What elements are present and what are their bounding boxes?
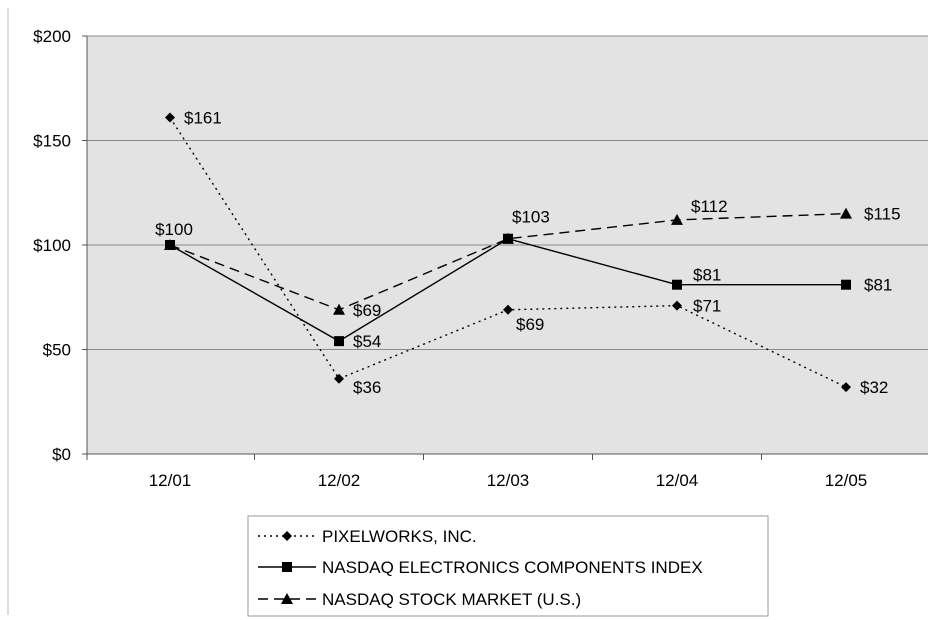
series-group — [164, 112, 852, 393]
data-label-s1-2: $103 — [512, 208, 550, 227]
legend-label-2: NASDAQ STOCK MARKET (U.S.) — [322, 590, 581, 609]
series-2-point-1 — [333, 303, 345, 315]
x-axis-ticks: 12/01 12/02 12/03 12/04 12/05 — [86, 454, 868, 490]
series-2-point-3 — [671, 213, 683, 225]
x-tick-label-0: 12/01 — [149, 471, 192, 490]
y-axis-ticks: $0 $50 $100 $150 $200 — [33, 27, 87, 464]
legend-marker-0 — [282, 531, 292, 541]
data-label-s1-3: $81 — [693, 266, 721, 285]
series-0-point-2 — [503, 304, 513, 315]
legend-marker-2 — [281, 593, 293, 604]
data-label-s1-4: $81 — [864, 276, 892, 295]
y-tick-label-2: $100 — [33, 236, 71, 255]
y-tick-label-1: $50 — [43, 341, 71, 360]
x-tick-label-2: 12/03 — [487, 471, 530, 490]
series-0-point-0 — [165, 112, 175, 123]
x-tick-label-4: 12/05 — [825, 471, 868, 490]
data-label-s1-0: $100 — [155, 220, 193, 239]
x-tick-label-3: 12/04 — [656, 471, 699, 490]
legend: PIXELWORKS, INC. NASDAQ ELECTRONICS COMPO… — [247, 515, 769, 617]
series-1-point-3 — [672, 279, 682, 290]
data-label-s0-2: $69 — [516, 315, 544, 334]
data-labels: $161 $36 $69 $71 $32 $100 $54 $103 $81 $81 $69 $112… — [155, 109, 900, 398]
series-2-point-0 — [164, 239, 176, 250]
series-line-2 — [169, 212, 847, 311]
series-2-point-4 — [840, 207, 852, 219]
legend-label-1: NASDAQ ELECTRONICS COMPONENTS INDEX — [322, 558, 703, 577]
data-label-s2-1: $69 — [353, 301, 381, 320]
data-label-s0-4: $32 — [860, 378, 888, 397]
legend-box — [247, 515, 769, 617]
legend-label-0: PIXELWORKS, INC. — [322, 527, 477, 546]
data-label-s1-1: $54 — [353, 332, 381, 351]
y-tick-label-0: $0 — [52, 445, 71, 464]
series-1-point-1 — [334, 336, 344, 347]
series-0-point-4 — [841, 382, 851, 393]
y-tick-label-3: $150 — [33, 132, 71, 151]
legend-marker-1 — [282, 562, 292, 572]
series-1-point-4 — [841, 279, 851, 290]
series-0-point-3 — [672, 300, 682, 311]
y-tick-label-4: $200 — [33, 27, 71, 46]
x-tick-label-1: 12/02 — [318, 471, 361, 490]
data-label-s0-1: $36 — [353, 378, 381, 397]
data-label-s0-3: $71 — [693, 297, 721, 316]
series-2-point-2 — [502, 232, 514, 244]
data-label-s2-4: $115 — [864, 205, 901, 224]
data-label-s0-0: $161 — [184, 109, 222, 128]
series-0-point-1 — [334, 373, 344, 384]
gridlines — [87, 35, 928, 350]
data-label-s2-3: $112 — [691, 197, 728, 216]
